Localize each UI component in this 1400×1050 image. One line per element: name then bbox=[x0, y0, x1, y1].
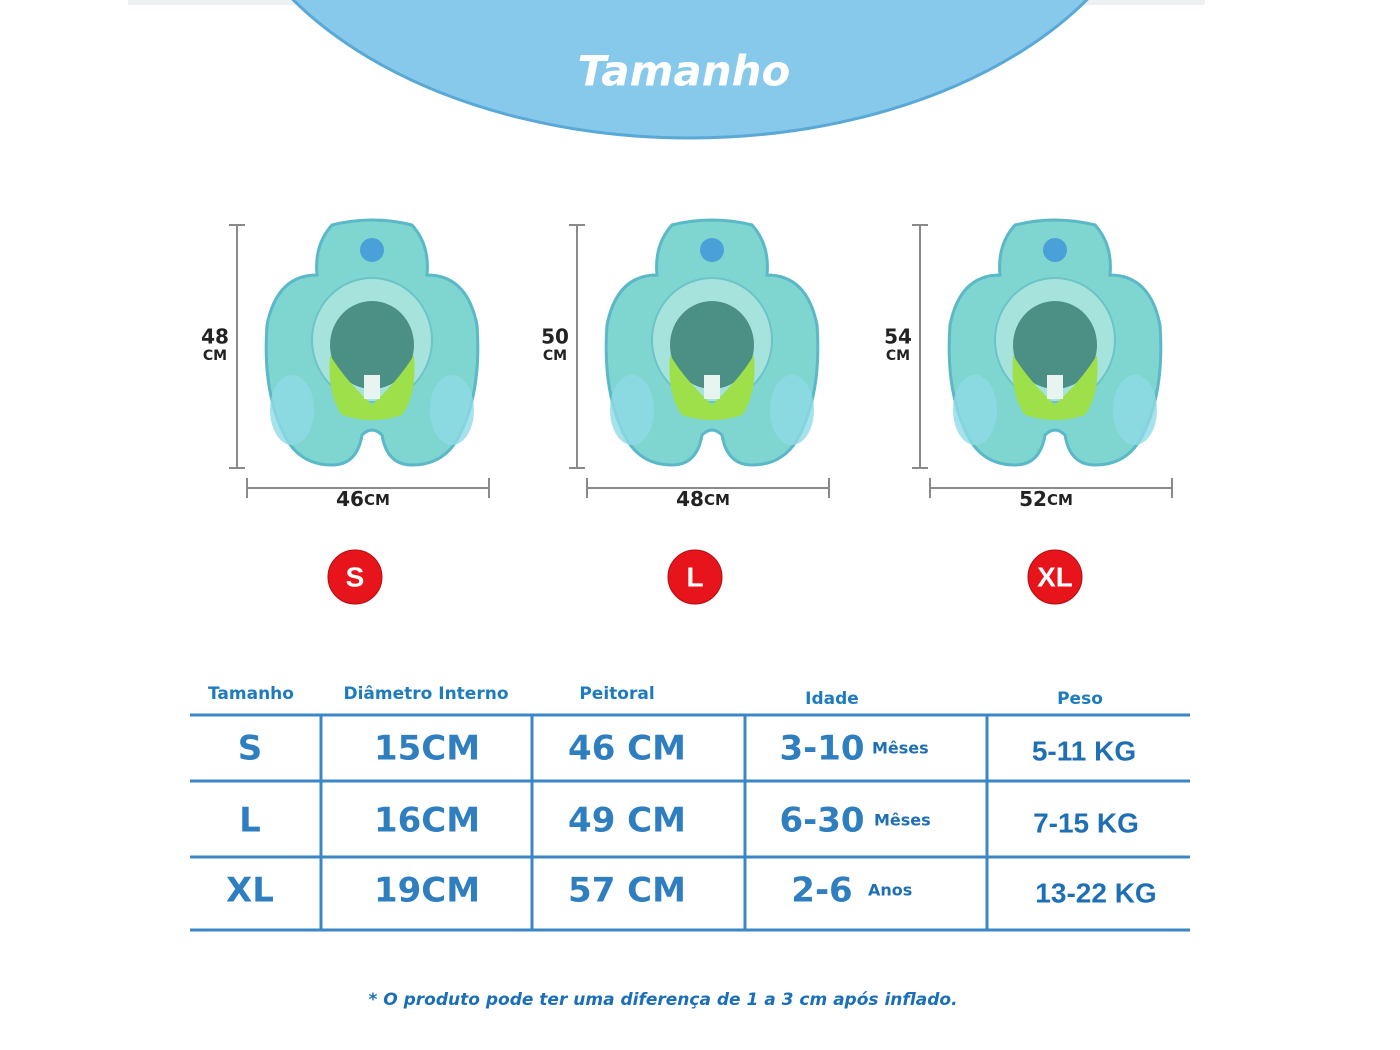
width-unit: CM bbox=[364, 491, 390, 509]
height-value: 54 bbox=[884, 325, 912, 349]
height-value: 50 bbox=[541, 325, 569, 349]
column-header: Peitoral bbox=[579, 684, 654, 704]
footnote: * O produto pode ter uma diferença de 1 … bbox=[368, 990, 957, 1010]
cell-size: S bbox=[238, 729, 263, 769]
cell-weight: 7-15 KG bbox=[1033, 807, 1139, 838]
cell-size: L bbox=[239, 801, 261, 841]
size-badge bbox=[1027, 549, 1083, 605]
cell-chest: 46 CM bbox=[568, 729, 686, 769]
height-unit: CM bbox=[203, 348, 227, 364]
float-image bbox=[264, 218, 480, 467]
width-value: 52 bbox=[1019, 487, 1047, 511]
title: Tamanho bbox=[578, 47, 791, 96]
cell-chest: 49 CM bbox=[568, 801, 686, 841]
cell-age-unit: Mêses bbox=[872, 739, 929, 758]
height-unit: CM bbox=[886, 348, 910, 364]
cell-size: XL bbox=[226, 871, 274, 911]
cell-weight: 5-11 KG bbox=[1032, 735, 1136, 766]
width-label: 46CM bbox=[336, 487, 390, 511]
cell-weight: 13-22 KG bbox=[1035, 877, 1156, 908]
width-value: 48 bbox=[676, 487, 704, 511]
width-unit: CM bbox=[704, 491, 730, 509]
cell-inner-diameter: 15CM bbox=[374, 729, 480, 769]
cell-age: 2-6 bbox=[791, 871, 852, 911]
cell-age-unit: Mêses bbox=[874, 811, 931, 830]
column-header: Peso bbox=[1057, 689, 1103, 709]
width-value: 46 bbox=[336, 487, 364, 511]
header-banner bbox=[291, 0, 1089, 140]
size-badge-label: L bbox=[686, 561, 703, 592]
cell-inner-diameter: 19CM bbox=[374, 871, 480, 911]
height-value: 48 bbox=[201, 325, 229, 349]
cell-age-unit: Anos bbox=[868, 881, 912, 900]
column-header: Diâmetro Interno bbox=[343, 684, 508, 704]
column-header: Tamanho bbox=[208, 684, 294, 704]
size-badge-label: XL bbox=[1037, 561, 1073, 592]
column-header: Idade bbox=[805, 689, 859, 709]
width-label: 52CM bbox=[1019, 487, 1073, 511]
cell-inner-diameter: 16CM bbox=[374, 801, 480, 841]
size-badge-label: S bbox=[346, 561, 365, 592]
width-label: 48CM bbox=[676, 487, 730, 511]
size-badge bbox=[327, 549, 383, 605]
float-image bbox=[604, 218, 820, 467]
size-badge bbox=[667, 549, 723, 605]
size-table: Tamanho Diâmetro Interno Peitoral Idade Peso… bbox=[190, 684, 1190, 932]
cell-age: 3-10 bbox=[779, 729, 864, 769]
width-unit: CM bbox=[1047, 491, 1073, 509]
float-image bbox=[947, 218, 1163, 467]
height-unit: CM bbox=[543, 348, 567, 364]
cell-age: 6-30 bbox=[779, 801, 864, 841]
cell-chest: 57 CM bbox=[568, 871, 686, 911]
